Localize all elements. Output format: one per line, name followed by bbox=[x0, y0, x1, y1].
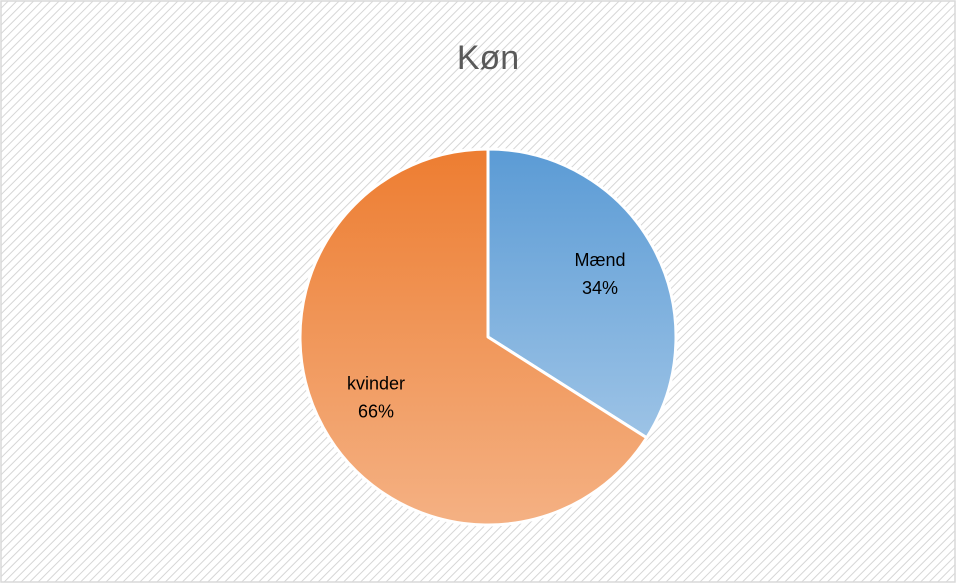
pie-slice bbox=[298, 147, 649, 527]
slice-value-label: 34% bbox=[582, 278, 618, 298]
slice-value-label: 66% bbox=[358, 401, 394, 421]
chart-title: Køn bbox=[457, 39, 519, 77]
slice-category-label: Mænd bbox=[575, 250, 626, 270]
pie: Mænd 34% kvinder 66% bbox=[298, 147, 678, 527]
slice-category-label: kvinder bbox=[347, 373, 405, 393]
